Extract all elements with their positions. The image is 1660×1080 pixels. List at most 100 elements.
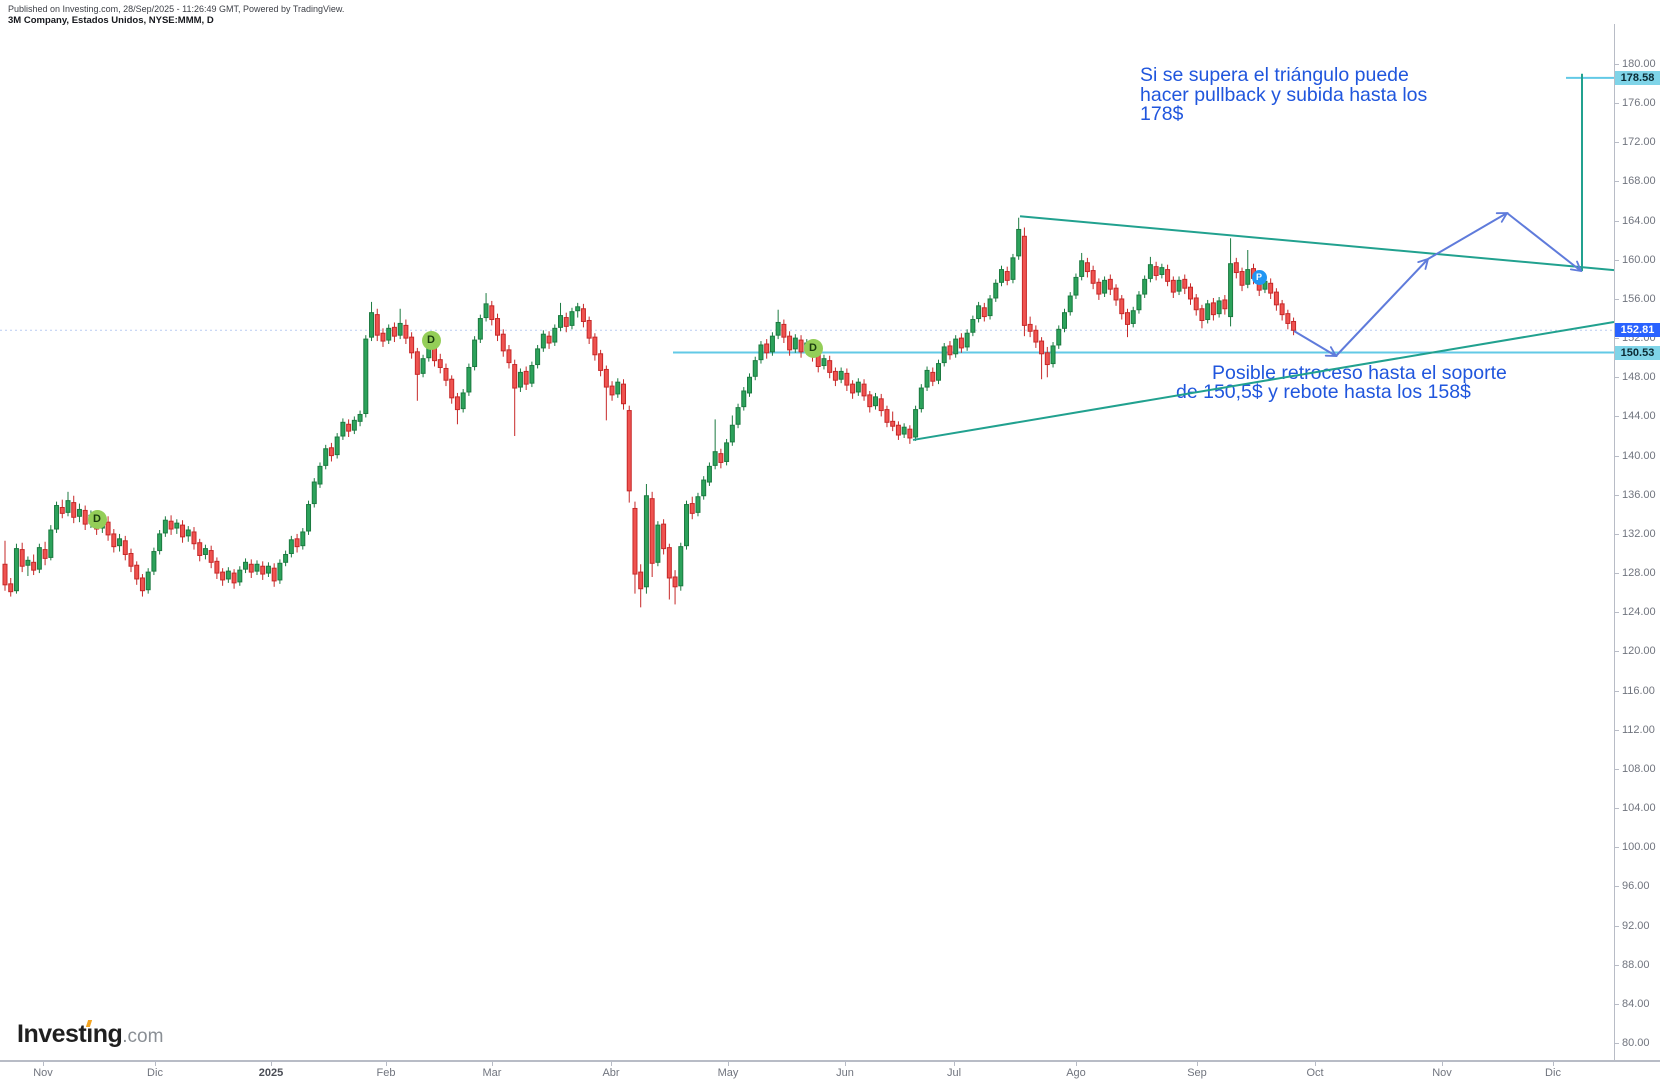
x-axis-tick: [954, 1062, 955, 1066]
x-axis-label-Dic: Dic: [1545, 1067, 1561, 1079]
candles-layer: [2, 217, 1297, 608]
y-axis-tick: [1615, 690, 1619, 692]
x-axis-tick: [1076, 1062, 1077, 1066]
y-axis-label: 160.00: [1622, 253, 1656, 266]
projection-arrow-4: [1506, 212, 1583, 273]
x-axis-tick: [1442, 1062, 1443, 1066]
y-axis-tick: [1615, 847, 1619, 849]
x-axis-label-Ago: Ago: [1066, 1067, 1086, 1079]
x-axis-label-Dic: Dic: [147, 1067, 163, 1079]
x-axis-tick: [845, 1062, 846, 1066]
y-axis-label: 96.00: [1622, 880, 1650, 893]
x-axis-label-Sep: Sep: [1187, 1067, 1207, 1079]
y-axis-tick: [1615, 612, 1619, 614]
x-axis-label-Feb: Feb: [376, 1067, 396, 1079]
y-axis-tick: [1615, 298, 1619, 300]
y-axis-tick: [1615, 455, 1619, 457]
x-axis-label-Oct: Oct: [1306, 1067, 1324, 1079]
p-event-marker[interactable]: P: [1251, 269, 1267, 285]
x-axis-tick: [728, 1062, 729, 1066]
price-axis[interactable]: 180.00 176.00 172.00 168.00 164.00 160.00 156.…: [1614, 24, 1660, 1060]
y-axis-label: 132.00: [1622, 527, 1656, 540]
x-axis-label-Abr: Abr: [602, 1067, 620, 1079]
price-badge-150.53: 150.53: [1615, 345, 1660, 360]
y-axis-tick: [1615, 494, 1619, 496]
dividend-marker[interactable]: D: [421, 330, 441, 350]
y-axis-label: 168.00: [1622, 175, 1656, 188]
y-axis-label: 120.00: [1622, 645, 1656, 658]
y-axis-tick: [1615, 142, 1619, 144]
y-axis-tick: [1615, 220, 1619, 222]
y-axis-label: 124.00: [1622, 606, 1656, 619]
x-axis-tick: [155, 1062, 156, 1066]
triangle-upper: [1019, 215, 1615, 272]
y-axis-label: 136.00: [1622, 488, 1656, 501]
y-axis-tick: [1615, 1043, 1619, 1044]
y-axis-tick: [1615, 768, 1619, 770]
x-axis-tick: [1315, 1062, 1316, 1066]
y-axis-label: 100.00: [1622, 841, 1656, 854]
y-axis-label: 92.00: [1622, 919, 1650, 932]
y-axis-label: 180.00: [1622, 58, 1656, 70]
y-axis-tick: [1615, 259, 1619, 261]
instrument-title: 3M Company, Estados Unidos, NYSE:MMM, D: [8, 15, 214, 26]
y-axis-label: 116.00: [1622, 684, 1655, 697]
y-axis-tick: [1615, 925, 1619, 927]
x-axis-label-Mar: Mar: [482, 1067, 502, 1079]
annotation-breakout-text: Si se supera el triángulo puede hacer pu…: [1140, 64, 1428, 125]
y-axis-label: 104.00: [1622, 802, 1656, 815]
x-axis-tick: [43, 1062, 44, 1066]
y-axis-label: 176.00: [1622, 97, 1656, 110]
x-axis-tick: [386, 1062, 387, 1066]
logo-orange-accent-i: ı: [86, 1020, 93, 1048]
x-axis-label-2025: 2025: [258, 1067, 284, 1079]
y-axis-tick: [1615, 533, 1619, 535]
investing-logo: Investıng.com: [17, 1020, 164, 1048]
price-badge-152.81: 152.81: [1615, 323, 1660, 338]
y-axis-label: 148.00: [1622, 371, 1656, 384]
y-axis-label: 128.00: [1622, 567, 1656, 580]
y-axis-tick: [1615, 651, 1619, 653]
x-axis-tick: [611, 1062, 612, 1066]
projection-arrow-1: [1293, 330, 1338, 357]
y-axis-tick: [1615, 886, 1619, 888]
y-axis-label: 144.00: [1622, 410, 1656, 423]
dividend-marker[interactable]: D: [803, 338, 823, 358]
y-axis-tick: [1615, 181, 1619, 183]
x-axis-tick: [271, 1062, 272, 1066]
annotation-pullback-text-line2: de 150,5$ y rebote hasta los 158$: [1176, 381, 1471, 403]
price-badge-178.58: 178.58: [1615, 70, 1660, 85]
dividend-marker[interactable]: D: [87, 509, 107, 529]
y-axis-label: 80.00: [1622, 1037, 1650, 1049]
y-axis-tick: [1615, 1003, 1619, 1005]
annotation-pullback-text-line1: Posible retroceso hasta el soporte: [1212, 362, 1507, 384]
y-axis-label: 156.00: [1622, 292, 1656, 305]
x-axis-label-Jul: Jul: [946, 1067, 962, 1079]
projection-arrow-3: [1427, 212, 1509, 260]
y-axis-label: 140.00: [1622, 449, 1656, 462]
y-axis-label: 112.00: [1622, 723, 1655, 736]
x-axis-label-Jun: Jun: [836, 1067, 854, 1079]
y-axis-label: 108.00: [1622, 762, 1656, 775]
y-axis-label: 172.00: [1622, 136, 1656, 149]
x-axis-tick: [492, 1062, 493, 1066]
y-axis-label: 84.00: [1622, 997, 1650, 1010]
triangle-lower: [912, 320, 1615, 441]
y-axis-tick: [1615, 103, 1619, 105]
y-axis-label: 164.00: [1622, 214, 1656, 227]
y-axis-label: 88.00: [1622, 958, 1650, 971]
x-axis-tick: [1197, 1062, 1198, 1066]
y-axis-tick: [1615, 416, 1619, 418]
y-axis-tick: [1615, 377, 1619, 379]
x-axis-tick: [1553, 1062, 1554, 1066]
x-axis-label-Nov: Nov: [1432, 1067, 1452, 1079]
y-axis-tick: [1615, 808, 1619, 810]
y-axis-tick: [1615, 964, 1619, 966]
y-axis-tick: [1615, 573, 1619, 575]
time-axis[interactable]: Nov Dic 2025 Feb Mar Abr May Jun Jul Ago Sep Oct Nov…: [0, 1060, 1660, 1080]
y-axis-tick: [1615, 338, 1619, 340]
y-axis-tick: [1615, 729, 1619, 731]
x-axis-label-Nov: Nov: [33, 1067, 53, 1079]
